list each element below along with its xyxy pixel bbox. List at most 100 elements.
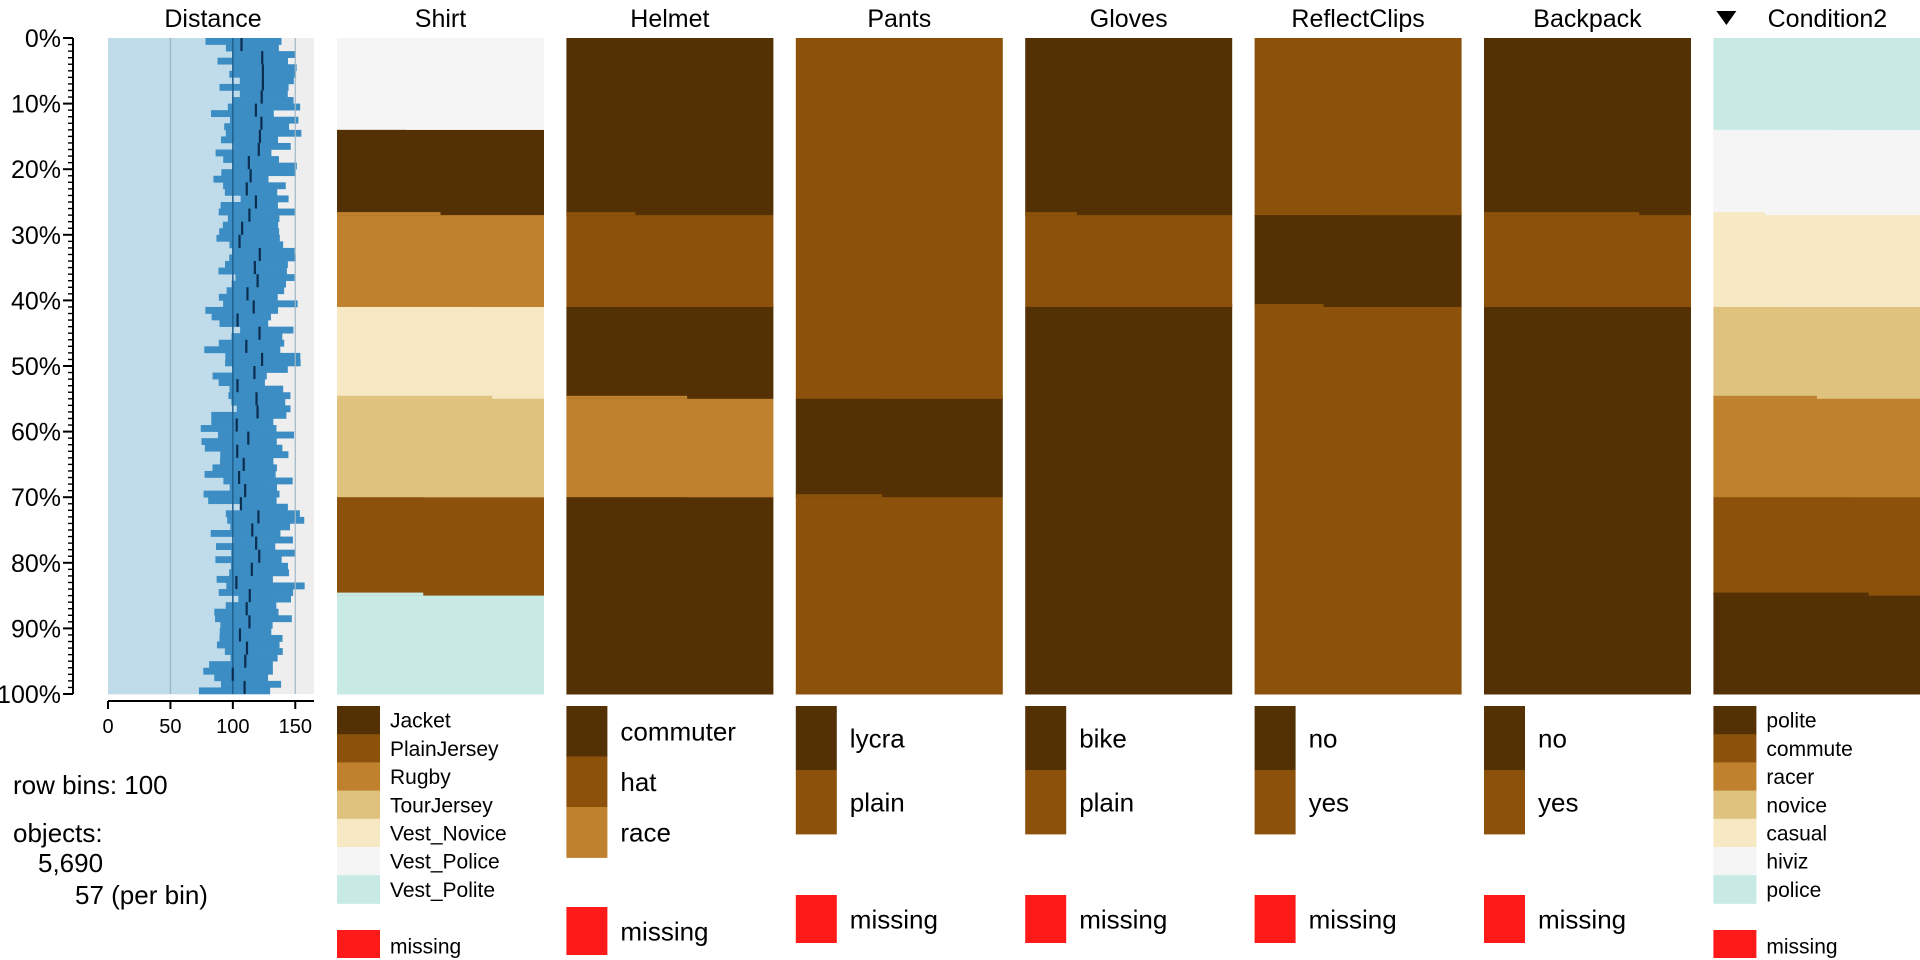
distance-bin-bar <box>204 444 283 452</box>
legend-swatch-helmet-commuter <box>566 706 608 757</box>
distance-bin-range <box>108 228 257 236</box>
distance-bin-bar <box>218 589 294 596</box>
distance-bin-bar <box>219 628 272 636</box>
distance-bin-range <box>108 195 271 203</box>
column-title-backpack: Backpack <box>1533 5 1642 33</box>
segment-helmet-hat <box>566 215 774 308</box>
distance-bin-bar <box>218 339 285 347</box>
distance-bin-bar <box>201 438 277 446</box>
distance-x-tick-label: 150 <box>279 716 312 738</box>
distance-bin-bar <box>226 582 305 590</box>
segment-boundary-step <box>687 494 774 498</box>
segment-shirt-vest-police <box>337 38 544 131</box>
distance-bin-range <box>108 425 248 432</box>
distance-bin-bar <box>217 431 295 439</box>
distance-bin-range <box>108 333 264 341</box>
legend-swatch-shirt-vest-police <box>337 847 380 876</box>
row-bins-label: row bins: 100 <box>13 770 168 800</box>
distance-bin-range <box>108 234 256 242</box>
segment-condition2-police <box>1713 38 1920 131</box>
legend-label-condition2-missing: missing <box>1766 936 1837 959</box>
distance-bin-range <box>108 654 260 662</box>
distance-bin-range <box>108 241 263 249</box>
distance-bin-bar <box>229 254 296 262</box>
y-tick-label: 90% <box>11 615 61 643</box>
segment-gloves-plain <box>1025 215 1233 308</box>
segment-gloves-bike <box>1025 306 1233 695</box>
distance-bin-range <box>108 628 252 636</box>
column-title-pants: Pants <box>867 5 931 33</box>
column-title-shirt: Shirt <box>415 5 466 33</box>
distance-bin-range <box>108 444 254 452</box>
segment-condition2-polite <box>1713 595 1920 695</box>
segment-boundary-step <box>1254 303 1324 307</box>
distance-bin-bar <box>229 569 290 577</box>
segment-backpack-yes <box>1484 215 1691 308</box>
distance-bin-range <box>108 490 251 498</box>
segment-boundary-step <box>337 395 493 399</box>
distance-bin-bar <box>240 195 289 203</box>
distance-bin-range <box>108 687 244 695</box>
distance-bin-range <box>108 497 251 505</box>
distance-bin-bar <box>219 320 269 327</box>
legend-label-shirt-plainjersey: PlainJersey <box>390 738 499 761</box>
distance-bin-bar <box>214 674 269 682</box>
distance-bin-range <box>108 372 247 380</box>
segment-backpack-no <box>1484 38 1691 216</box>
legend-label-condition2-polite: polite <box>1766 710 1816 733</box>
distance-bin-range <box>108 215 260 222</box>
distance-bin-bar <box>215 543 276 550</box>
distance-bin-range <box>108 97 271 104</box>
distance-bin-bar <box>224 123 290 131</box>
segment-pants-plain <box>795 38 1003 400</box>
legend-swatch-reflectclips-yes <box>1254 770 1296 835</box>
distance-bin-range <box>108 90 270 98</box>
distance-bin-range <box>108 339 260 347</box>
distance-x-tick-label: 50 <box>159 716 181 738</box>
distance-bin-bar <box>225 44 279 52</box>
y-tick-label: 10% <box>11 91 61 119</box>
objects-count: 5,690 <box>38 848 104 878</box>
segment-condition2-racer <box>1713 398 1920 498</box>
segment-boundary-step <box>1713 395 1817 399</box>
legend-swatch-condition2-casual <box>1713 818 1757 848</box>
distance-bin-bar <box>216 641 280 649</box>
distance-bin-bar <box>232 366 288 373</box>
distance-bin-range <box>108 562 267 570</box>
distance-bin-bar <box>225 129 302 137</box>
legend-label-condition2-racer: racer <box>1766 766 1814 789</box>
legend-label-helmet-missing: missing <box>620 916 708 946</box>
legend-swatch-helmet-missing <box>566 907 608 955</box>
distance-bin-range <box>108 470 249 478</box>
distance-bin-range <box>108 451 263 459</box>
column-title-gloves: Gloves <box>1090 5 1168 33</box>
legend-label-pants-missing: missing <box>850 904 938 934</box>
distance-bin-bar <box>238 595 291 603</box>
segment-pants-plain <box>795 497 1003 695</box>
distance-bin-range <box>108 438 249 446</box>
legend-label-gloves-missing: missing <box>1079 904 1167 934</box>
segment-shirt-rugby <box>337 215 544 308</box>
segment-boundary-step <box>566 212 636 216</box>
segment-shirt-tourjersey <box>337 398 544 498</box>
distance-bin-bar <box>222 221 279 229</box>
segment-boundary-step <box>337 592 424 596</box>
legend-swatch-condition2-polite <box>1713 706 1757 735</box>
segment-gloves-bike <box>1025 38 1233 216</box>
distance-bin-range <box>108 385 263 393</box>
distance-bin-range <box>108 641 256 649</box>
distance-bin-range <box>108 123 265 131</box>
segment-shirt-vest-polite <box>337 595 544 695</box>
distance-bin-bar <box>220 451 289 459</box>
legend-label-shirt-vest-polite: Vest_Polite <box>390 879 495 902</box>
legend-label-gloves-bike: bike <box>1079 723 1127 753</box>
distance-bin-range <box>108 346 252 354</box>
distance-bin-range <box>108 77 274 85</box>
objects-label: objects: <box>13 818 103 848</box>
legend-swatch-backpack-missing <box>1484 895 1525 943</box>
distance-bin-range <box>108 44 259 52</box>
legend-swatch-condition2-commute <box>1713 734 1757 763</box>
segment-shirt-jacket <box>337 129 544 216</box>
legend-swatch-shirt-rugby <box>337 762 380 791</box>
